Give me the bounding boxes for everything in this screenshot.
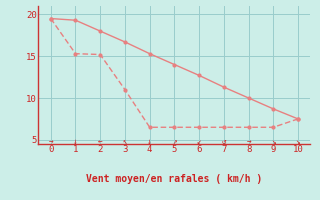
Text: ↓: ↓: [73, 137, 78, 146]
Text: ↘: ↘: [271, 137, 276, 146]
Text: →: →: [48, 137, 53, 146]
Text: ↺: ↺: [221, 137, 226, 146]
Text: ←: ←: [98, 137, 102, 146]
Text: →: →: [246, 137, 251, 146]
X-axis label: Vent moyen/en rafales ( km/h ): Vent moyen/en rafales ( km/h ): [86, 174, 262, 184]
Text: ↘: ↘: [296, 137, 300, 146]
Text: ↓: ↓: [148, 137, 152, 146]
Text: ↖: ↖: [123, 137, 127, 146]
Text: ↗: ↗: [172, 137, 177, 146]
Text: ↙: ↙: [197, 137, 201, 146]
